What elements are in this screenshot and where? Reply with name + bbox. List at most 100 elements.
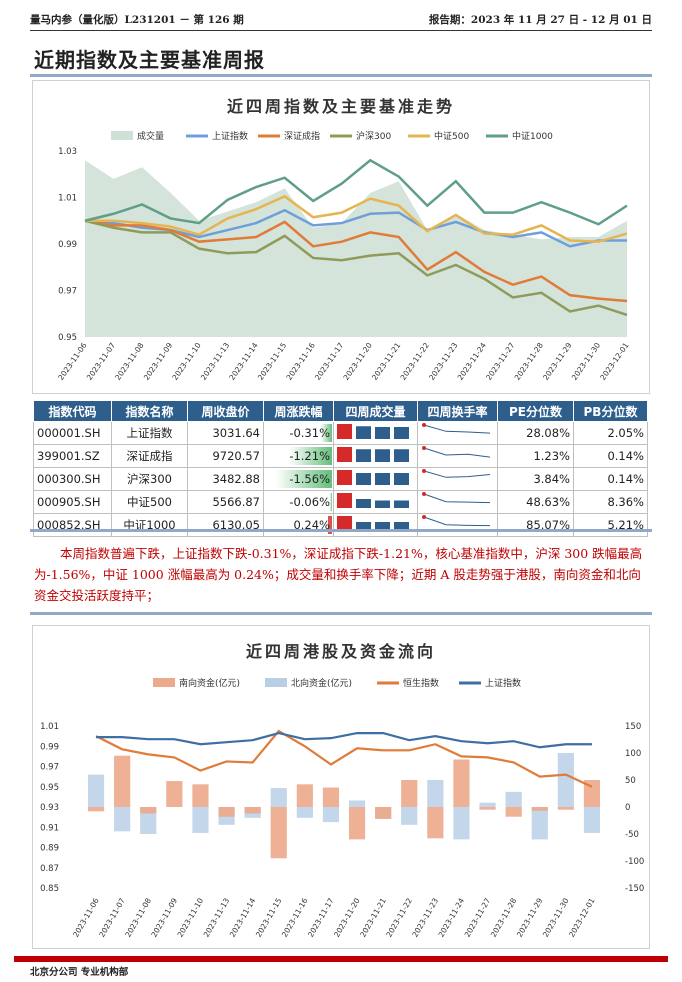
volume-bar bbox=[337, 516, 352, 531]
series-line bbox=[84, 158, 628, 226]
flow-bar bbox=[479, 807, 496, 810]
x-tick-label: 2023-12-01 bbox=[567, 896, 597, 938]
y2-tick-label: -50 bbox=[625, 830, 639, 840]
index-trend-chart-panel: 近四周指数及主要基准走势 成交量 上证指数 深证成指 沪深300 中证500 中证1000… bbox=[32, 80, 650, 394]
x-tick-label: 2023-11-17 bbox=[306, 896, 336, 938]
report-period: 报告期：2023 年 11 月 27 日 - 12 月 01 日 bbox=[428, 14, 652, 26]
legend-swatch bbox=[153, 678, 175, 687]
flow-bar bbox=[114, 755, 131, 807]
flow-bar bbox=[322, 807, 340, 823]
legend-label: 中证500 bbox=[434, 130, 469, 142]
x-tick-label: 2023-11-15 bbox=[254, 896, 284, 938]
change-text: -1.56% bbox=[289, 472, 330, 486]
flow-bar bbox=[531, 807, 548, 840]
flow-bar bbox=[87, 774, 105, 807]
volume-bar bbox=[394, 427, 409, 439]
table-row: 000001.SH 上证指数 3031.64 -0.31% 28.08% 2.05% bbox=[33, 421, 648, 445]
table-row: 000300.SH 沪深300 3482.88 -1.56% 3.84% 0.14% bbox=[33, 467, 648, 491]
flow-bar bbox=[192, 807, 209, 833]
turnover-line bbox=[423, 424, 491, 434]
x-tick-label: 2023-11-29 bbox=[515, 896, 545, 938]
x-tick-label: 2023-11-16 bbox=[280, 896, 310, 938]
cell-volume-spark bbox=[333, 444, 418, 468]
volume-bar bbox=[337, 493, 352, 508]
volume-bar bbox=[394, 449, 409, 462]
turnover-marker bbox=[422, 423, 426, 427]
x-tick-label: 2023-11-30 bbox=[541, 896, 571, 938]
flow-bar bbox=[244, 807, 261, 814]
title-rule bbox=[30, 74, 652, 77]
y-tick-label: 1.01 bbox=[58, 194, 77, 204]
volume-bar bbox=[394, 500, 409, 508]
page-title: 近期指数及主要基准周报 bbox=[34, 48, 265, 72]
header-divider bbox=[30, 30, 652, 31]
x-tick-label: 2023-11-23 bbox=[410, 896, 440, 938]
cell-turnover-spark bbox=[417, 467, 498, 491]
x-tick-label: 2023-11-29 bbox=[541, 341, 574, 382]
change-text: -1.21% bbox=[289, 449, 330, 463]
x-tick-label: 2023-11-27 bbox=[484, 341, 517, 382]
flow-bar bbox=[479, 802, 496, 807]
index-trend-chart-title: 近四周指数及主要基准走势 bbox=[226, 97, 455, 116]
volume-bar bbox=[356, 449, 371, 462]
cell-close: 6130.05 bbox=[187, 513, 264, 537]
cell-name: 上证指数 bbox=[111, 421, 188, 445]
hk-flow-chart: 南向资金(亿元) 北向资金(亿元) 恒生指数 上证指数 1.01 0.99 0.97 0.95… bbox=[40, 677, 644, 939]
volume-bar bbox=[394, 522, 409, 531]
legend-label: 南向资金(亿元) bbox=[179, 677, 240, 689]
x-tick-label: 2023-11-21 bbox=[358, 896, 388, 938]
cell-change: -1.56% bbox=[263, 467, 334, 491]
cell-turnover-spark bbox=[417, 490, 498, 514]
y-tick-label: 0.91 bbox=[40, 823, 59, 833]
y-tick-label: 1.01 bbox=[40, 722, 59, 732]
y-tick-label: 0.93 bbox=[40, 803, 59, 813]
cell-volume-spark bbox=[333, 490, 418, 514]
volume-bar bbox=[356, 426, 371, 439]
cell-change: -0.31% bbox=[263, 421, 334, 445]
turnover-marker bbox=[422, 492, 426, 496]
flow-bar bbox=[322, 787, 340, 807]
x-tick-label: 2023-11-24 bbox=[437, 896, 467, 938]
x-tick-label: 2023-11-22 bbox=[384, 896, 414, 938]
x-tick-label: 2023-11-22 bbox=[399, 341, 432, 382]
y-tick-label: 0.99 bbox=[58, 240, 77, 250]
cell-volume-spark bbox=[333, 513, 418, 537]
table-header-row: 指数代码 指数名称 周收盘价 周涨跌幅 四周成交量 四周换手率 PE分位数 PB… bbox=[33, 400, 648, 422]
flow-bar bbox=[401, 780, 418, 807]
index-table: 指数代码 指数名称 周收盘价 周涨跌幅 四周成交量 四周换手率 PE分位数 PB… bbox=[33, 400, 648, 537]
x-tick-label: 2023-11-13 bbox=[202, 896, 232, 938]
change-text: -0.31% bbox=[289, 426, 330, 440]
x-tick-label: 2023-11-10 bbox=[176, 896, 206, 938]
flow-bar bbox=[140, 807, 157, 814]
flow-bar bbox=[192, 784, 209, 807]
x-tick-label: 2023-11-16 bbox=[284, 341, 317, 382]
flow-bar bbox=[270, 807, 287, 859]
hk-flow-chart-title: 近四周港股及资金流向 bbox=[245, 642, 436, 661]
x-tick-label: 2023-11-06 bbox=[71, 896, 101, 938]
legend-label: 上证指数 bbox=[485, 677, 521, 689]
y2-tick-label: 100 bbox=[625, 749, 641, 759]
cell-pb: 2.05% bbox=[573, 421, 648, 445]
series-line bbox=[95, 729, 593, 788]
x-tick-label: 2023-11-14 bbox=[227, 341, 260, 382]
x-tick-label: 2023-11-08 bbox=[123, 896, 153, 938]
volume-bar bbox=[356, 473, 371, 485]
x-tick-label: 2023-11-17 bbox=[313, 341, 346, 382]
turnover-marker bbox=[422, 515, 426, 519]
flow-bar bbox=[218, 807, 235, 817]
flow-bar bbox=[453, 807, 470, 840]
cell-pb: 0.14% bbox=[573, 444, 648, 468]
x-tick-label: 2023-11-07 bbox=[85, 341, 118, 382]
y2-tick-label: 150 bbox=[625, 722, 641, 732]
x-tick-label: 2023-11-07 bbox=[97, 896, 127, 938]
cell-code: 000001.SH bbox=[33, 421, 112, 445]
col-header-turnover: 四周换手率 bbox=[417, 400, 498, 422]
change-bar-positive bbox=[328, 516, 332, 534]
x-tick-label: 2023-11-27 bbox=[463, 896, 493, 938]
cell-close: 3031.64 bbox=[187, 421, 264, 445]
col-header-code: 指数代码 bbox=[33, 400, 112, 422]
turnover-line bbox=[423, 470, 491, 478]
x-tick-label: 2023-11-21 bbox=[370, 341, 403, 382]
change-bar bbox=[289, 447, 332, 465]
turnover-line bbox=[423, 493, 491, 504]
